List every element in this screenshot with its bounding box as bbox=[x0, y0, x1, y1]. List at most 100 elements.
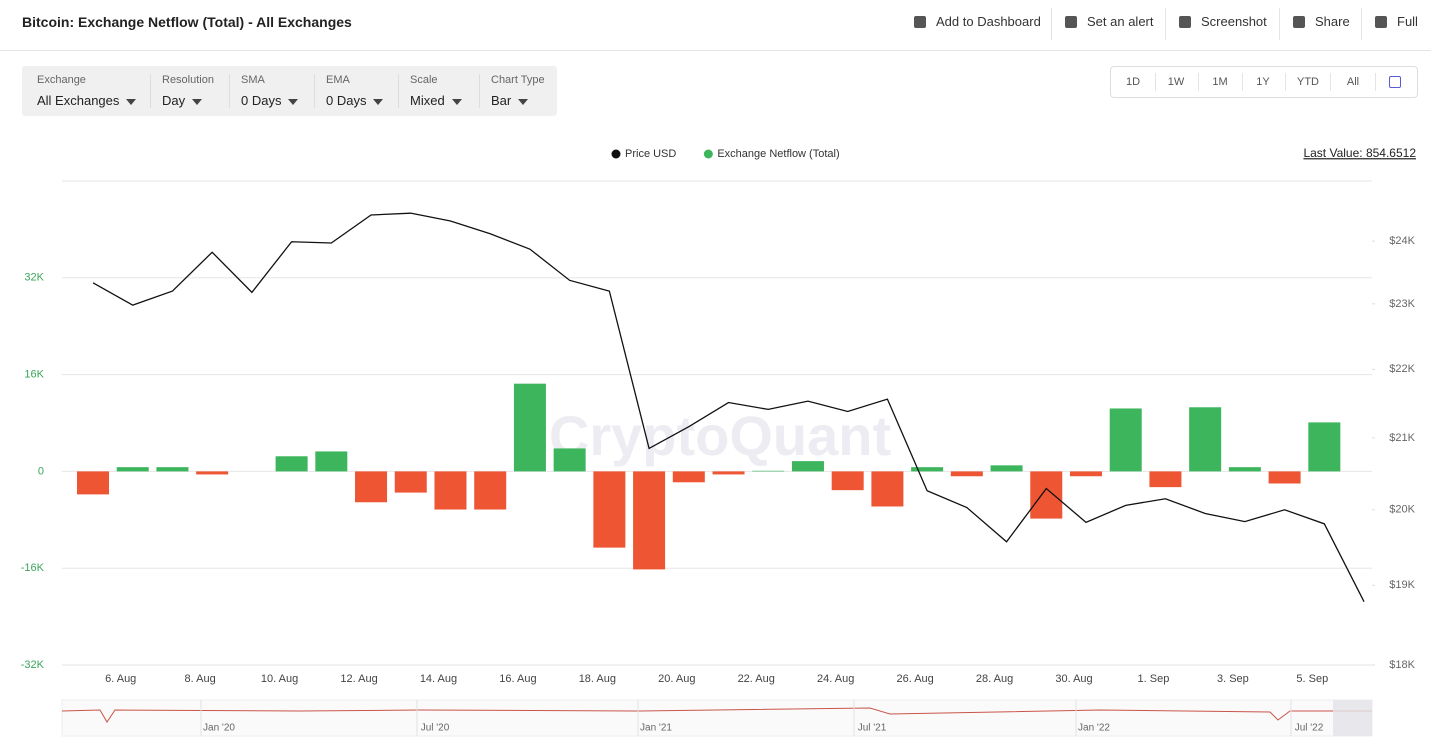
navigator-window bbox=[1333, 700, 1372, 736]
bar bbox=[633, 471, 666, 570]
separator bbox=[1242, 73, 1243, 91]
y2-tick-label: $19K bbox=[1389, 579, 1415, 591]
bar bbox=[791, 461, 824, 472]
action-icon bbox=[1375, 16, 1387, 28]
control-label: Exchange bbox=[37, 74, 86, 86]
x-tick-label: 6. Aug bbox=[105, 673, 136, 685]
bar bbox=[1070, 471, 1102, 477]
bar bbox=[1149, 471, 1182, 488]
bar bbox=[752, 470, 785, 472]
action-button[interactable]: Set an alert bbox=[1087, 14, 1154, 29]
x-tick-label: 8. Aug bbox=[185, 673, 216, 685]
calendar-button[interactable] bbox=[1389, 76, 1401, 88]
dropdown-arrow bbox=[451, 98, 462, 105]
bar bbox=[712, 471, 745, 475]
bar bbox=[911, 467, 944, 472]
bar bbox=[394, 471, 427, 493]
x-tick-label: 26. Aug bbox=[896, 673, 933, 685]
x-tick-label: 3. Sep bbox=[1217, 673, 1249, 685]
navigator-label: Jan '20 bbox=[203, 723, 235, 734]
separator bbox=[1375, 73, 1376, 91]
range-button[interactable]: 1D bbox=[1125, 76, 1141, 88]
dropdown-arrow bbox=[288, 98, 299, 105]
bar bbox=[156, 467, 189, 472]
control-dropdown[interactable]: Mixed bbox=[410, 93, 462, 108]
dropdown-arrow bbox=[126, 98, 137, 105]
separator bbox=[1279, 8, 1280, 40]
separator bbox=[1165, 8, 1166, 40]
legend-marker bbox=[611, 149, 621, 159]
range-button[interactable]: YTD bbox=[1297, 76, 1319, 88]
x-tick-label: 10. Aug bbox=[261, 673, 298, 685]
action-icon bbox=[1293, 16, 1305, 28]
y2-tick-label: $22K bbox=[1389, 363, 1415, 375]
x-tick-label: 30. Aug bbox=[1055, 673, 1092, 685]
range-button[interactable]: 1W bbox=[1167, 76, 1185, 88]
last-value: Last Value: 854.6512 bbox=[1303, 146, 1416, 160]
legend-marker bbox=[703, 149, 713, 159]
x-tick-label: 5. Sep bbox=[1296, 673, 1328, 685]
y2-tick-label: $20K bbox=[1389, 504, 1415, 516]
bar bbox=[831, 471, 864, 491]
dropdown-arrow bbox=[373, 98, 384, 105]
control-dropdown[interactable]: Day bbox=[162, 93, 203, 108]
x-tick-label: 24. Aug bbox=[817, 673, 854, 685]
action-icon bbox=[1179, 16, 1191, 28]
bar bbox=[116, 467, 149, 472]
action-button[interactable]: Share bbox=[1315, 14, 1350, 29]
watermark: CryptoQuant bbox=[549, 404, 891, 467]
bar bbox=[593, 471, 626, 548]
bar bbox=[990, 465, 1023, 472]
bar bbox=[1109, 408, 1142, 472]
bar bbox=[474, 471, 507, 510]
x-tick-label: 1. Sep bbox=[1138, 673, 1170, 685]
separator bbox=[229, 74, 230, 108]
bar bbox=[77, 471, 109, 495]
control-dropdown[interactable]: 0 Days bbox=[326, 93, 384, 108]
y-tick-label: 16K bbox=[24, 369, 44, 381]
range-button[interactable]: All bbox=[1346, 76, 1360, 88]
separator bbox=[150, 74, 151, 108]
range-button[interactable]: 1Y bbox=[1256, 76, 1270, 88]
action-button[interactable]: Add to Dashboard bbox=[936, 14, 1041, 29]
bar bbox=[553, 448, 586, 472]
bar bbox=[196, 471, 229, 475]
x-tick-label: 20. Aug bbox=[658, 673, 695, 685]
navigator-label: Jul '21 bbox=[858, 723, 887, 734]
page-title: Bitcoin: Exchange Netflow (Total) - All … bbox=[22, 14, 352, 30]
separator bbox=[1155, 73, 1156, 91]
navigator-label: Jan '21 bbox=[640, 723, 672, 734]
bar bbox=[434, 471, 467, 510]
navigator-label: Jul '20 bbox=[421, 723, 450, 734]
control-label: Resolution bbox=[162, 74, 214, 86]
separator bbox=[479, 74, 480, 108]
separator bbox=[1330, 73, 1331, 91]
bar bbox=[1030, 471, 1063, 519]
separator bbox=[1361, 8, 1362, 40]
range-selector: 1D 1W 1M 1Y YTD All bbox=[1110, 66, 1418, 98]
control-dropdown[interactable]: 0 Days bbox=[241, 93, 299, 108]
legend-label: Price USD bbox=[625, 148, 676, 160]
navigator-line bbox=[61, 707, 1372, 723]
y-tick-label: 0 bbox=[38, 465, 44, 477]
control-label: EMA bbox=[326, 74, 350, 86]
y-tick-label: -32K bbox=[21, 659, 45, 671]
y2-tick-label: $24K bbox=[1389, 235, 1415, 247]
separator bbox=[314, 74, 315, 108]
separator bbox=[1198, 73, 1199, 91]
range-button[interactable]: 1M bbox=[1212, 76, 1228, 88]
y-tick-label: -16K bbox=[21, 562, 45, 574]
bar bbox=[871, 471, 904, 507]
action-button[interactable]: Screenshot bbox=[1201, 14, 1267, 29]
navigator bbox=[61, 699, 1373, 737]
bar bbox=[355, 471, 388, 503]
bar bbox=[315, 451, 348, 472]
x-tick-label: 18. Aug bbox=[579, 673, 616, 685]
x-tick-label: 22. Aug bbox=[738, 673, 775, 685]
separator bbox=[398, 74, 399, 108]
header: Bitcoin: Exchange Netflow (Total) - All … bbox=[0, 0, 1431, 51]
control-dropdown[interactable]: Bar bbox=[491, 93, 529, 108]
control-dropdown[interactable]: All Exchanges bbox=[37, 93, 137, 108]
action-button[interactable]: Full bbox=[1397, 14, 1418, 29]
